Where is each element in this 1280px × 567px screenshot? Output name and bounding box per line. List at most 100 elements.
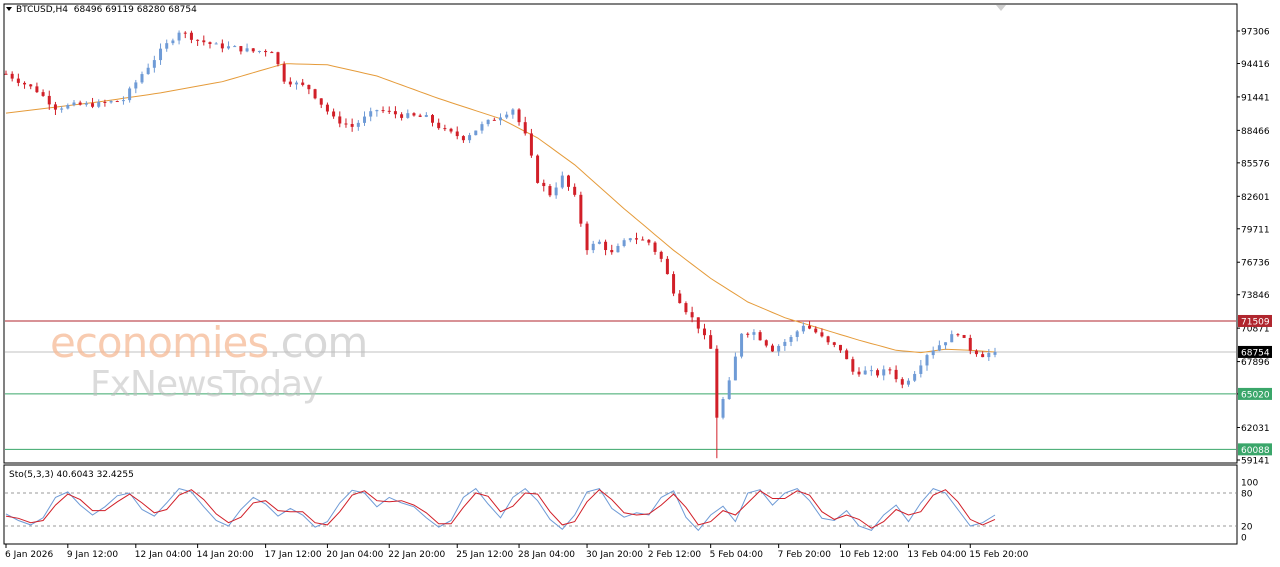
candle-body (610, 250, 614, 253)
candle-body (103, 101, 107, 103)
candle-body (363, 116, 367, 123)
candle-body (152, 60, 156, 68)
indicator-panel-frame (3, 464, 1238, 545)
candle-body (591, 243, 595, 251)
stochastic-label: Sto(5,3,3) 40.6043 32.4255 (9, 470, 134, 480)
candle-body (863, 370, 867, 375)
candle-body (60, 108, 64, 110)
price-tick-88466: 88466 (1241, 127, 1270, 137)
candle-body (814, 328, 818, 333)
price-tick-73846: 73846 (1241, 291, 1270, 301)
sto-tick-20: 20 (1241, 523, 1253, 533)
level-tag-71509: 71509 (1241, 317, 1270, 327)
symbol-header: BTCUSD,H4 68496 69119 68280 68754 (6, 5, 197, 15)
candle-body (66, 105, 70, 109)
price-tick-94416: 94416 (1241, 60, 1270, 70)
candle-body (820, 332, 824, 337)
sto-tick-100: 100 (1241, 479, 1258, 489)
candle-body (931, 350, 935, 356)
candle-body (214, 43, 218, 45)
time-tick-14: 13 Feb 04:00 (907, 550, 966, 560)
candle-body (789, 336, 793, 342)
candle-body (832, 342, 836, 345)
candle-body (906, 380, 910, 385)
price-axis: 97306 94416 91441 88466 85576 82601 79711 76736… (1237, 28, 1270, 467)
symbol-label: BTCUSD,H4 (16, 5, 69, 15)
candle-body (270, 52, 274, 54)
level-tag-68754: 68754 (1241, 348, 1270, 358)
candle-body (418, 115, 422, 117)
candle-body (381, 110, 385, 112)
candle-body (900, 379, 904, 385)
sto-tick-0: 0 (1241, 534, 1247, 544)
candle-body (10, 73, 14, 79)
candle-body (579, 194, 583, 224)
candle-body (387, 110, 391, 112)
candle-body (344, 123, 348, 125)
candle-body (239, 46, 243, 52)
ohlc-label: 68496 69119 68280 68754 (73, 5, 197, 15)
candle-body (23, 82, 27, 85)
candle-body (770, 345, 774, 352)
candle-body (431, 115, 435, 123)
candle-body (288, 81, 292, 85)
candle-body (406, 113, 410, 118)
candle-body (84, 103, 88, 105)
candle-body (826, 336, 830, 343)
scroll-marker-icon[interactable] (996, 5, 1006, 11)
candle-body (208, 42, 212, 44)
level-tag-bg-71509 (1238, 314, 1272, 327)
candle-body (338, 116, 342, 124)
candle-body (189, 32, 193, 40)
candle-body (746, 333, 750, 335)
candle-body (140, 74, 144, 83)
candle-body (41, 92, 45, 96)
candle-body (956, 334, 960, 336)
candle-body (634, 238, 638, 240)
collapse-arrow-icon[interactable] (6, 7, 12, 11)
time-axis: 6 Jan 2026 9 Jan 12:00 12 Jan 04:00 14 Jan … (5, 544, 1029, 560)
candle-body (128, 88, 132, 101)
candle-body (919, 365, 923, 374)
candle-body (486, 119, 490, 125)
time-tick-3: 14 Jan 20:00 (197, 550, 254, 560)
level-tag-65020: 65020 (1241, 390, 1270, 400)
time-tick-12: 7 Feb 20:00 (778, 550, 832, 560)
candle-body (647, 239, 651, 243)
candle-body (393, 111, 397, 115)
time-tick-10: 2 Feb 12:00 (648, 550, 702, 560)
candle-body (257, 50, 261, 52)
candle-body (987, 353, 991, 358)
candle-body (894, 369, 898, 380)
candle-body (808, 325, 812, 329)
candle-body (690, 312, 694, 318)
price-tick-85576: 85576 (1241, 159, 1270, 169)
candle-body (134, 82, 138, 89)
candle-body (882, 369, 886, 376)
candle-body (251, 48, 255, 52)
candle-body (449, 128, 453, 132)
watermark-part1: economies (50, 318, 269, 367)
main-panel-frame (3, 3, 1238, 464)
candle-body (437, 122, 441, 129)
candle-body (672, 274, 676, 294)
candle-body (709, 335, 713, 349)
time-tick-7: 25 Jan 12:00 (456, 550, 513, 560)
sto-signal-line (5, 489, 996, 529)
time-tick-6: 22 Jan 20:00 (388, 550, 445, 560)
candle-body (165, 43, 169, 49)
candle-body (838, 344, 842, 351)
watermark-part2: .com (268, 318, 368, 367)
time-tick-9: 30 Jan 20:00 (586, 550, 643, 560)
candle-body (461, 136, 465, 141)
candle-body (313, 89, 317, 99)
sto-tick-80: 80 (1241, 490, 1253, 500)
candle-body (47, 95, 51, 105)
candle-body (505, 114, 509, 118)
candle-body (35, 86, 39, 93)
candle-body (492, 119, 496, 121)
price-tick-79711: 79711 (1241, 225, 1270, 235)
candle-body (585, 223, 589, 251)
candle-body (851, 359, 855, 372)
